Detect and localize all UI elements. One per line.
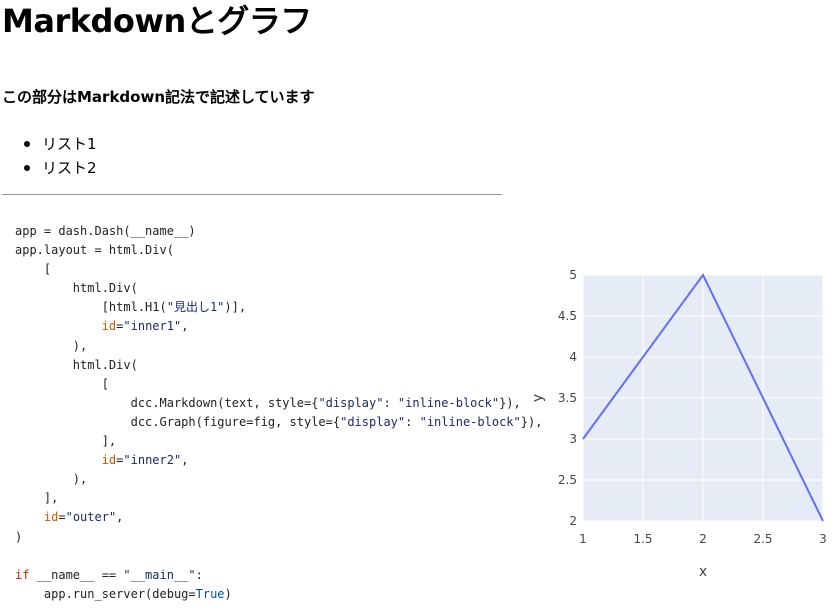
code-token: ): [224, 586, 232, 601]
code-token: id: [101, 319, 117, 334]
x-tick-label: 2.5: [753, 532, 772, 546]
series-line: [582, 273, 824, 522]
code-token: if: [15, 567, 30, 582]
page-title: Markdownとグラフ: [2, 2, 312, 40]
code-line: app.run_server(debug=True): [15, 585, 542, 604]
code-token: id: [43, 510, 59, 525]
code-line: app.layout = html.Div(: [15, 241, 542, 260]
y-tick-label: 3.5: [558, 391, 577, 405]
list-item: リスト2: [2, 156, 97, 180]
code-line: ),: [15, 337, 542, 356]
code-token: :: [383, 395, 398, 410]
code-token: "inline-block": [419, 414, 521, 429]
code-token: ,: [181, 319, 189, 334]
code-line: html.Div(: [15, 356, 542, 375]
code-token: :: [195, 567, 203, 582]
x-tick-label: 1.5: [633, 532, 652, 546]
markdown-heading: この部分はMarkdown記法で記述しています: [2, 88, 315, 106]
code-token: "display": [340, 414, 406, 429]
y-tick-label: 2: [569, 514, 577, 528]
list-item: リスト1: [2, 132, 97, 156]
code-token: dcc.Graph(figure=fig, style={: [15, 414, 341, 429]
code-line: ],: [15, 432, 542, 451]
code-token: [: [15, 376, 109, 391]
code-token: [15, 510, 44, 524]
code-token: ],: [15, 491, 59, 506]
x-tick-label: 2: [699, 532, 707, 546]
code-line: ],: [15, 489, 542, 508]
code-line: ),: [15, 470, 542, 489]
code-token: app = dash.Dash(__name__): [15, 224, 196, 238]
code-line: id="inner2",: [15, 451, 542, 470]
code-token: __name__ ==: [29, 567, 124, 582]
code-token: True: [195, 586, 225, 601]
code-line: [html.H1("見出し1")],: [15, 298, 542, 317]
code-line: app = dash.Dash(__name__): [15, 222, 542, 241]
y-tick-label: 4.5: [558, 309, 577, 323]
code-token: [15, 453, 102, 467]
y-tick-label: 4: [569, 350, 577, 364]
code-token: [html.H1(: [15, 300, 167, 315]
x-tick-label: 1: [579, 532, 587, 546]
code-token: =: [58, 510, 66, 525]
code-line: [: [15, 375, 542, 394]
code-token: ),: [15, 338, 88, 353]
code-token: )],: [224, 300, 247, 315]
markdown-block: この部分はMarkdown記法で記述しています リスト1 リスト2: [2, 86, 502, 177]
code-block: app = dash.Dash(__name__) app.layout = ht…: [15, 222, 542, 604]
code-line: html.Div(: [15, 279, 542, 298]
code-token: "outer": [65, 510, 117, 525]
code-token: }),: [520, 414, 543, 429]
code-line: dcc.Markdown(text, style={"display": "in…: [15, 394, 542, 413]
code-line: id="inner1",: [15, 317, 542, 336]
code-token: "見出し1": [166, 300, 225, 315]
code-line: id="outer",: [15, 508, 542, 527]
code-token: ,: [181, 453, 189, 468]
code-line: if __name__ == "__main__":: [15, 566, 542, 585]
code-token: "inner1": [123, 319, 182, 334]
code-line: dcc.Graph(figure=fig, style={"display": …: [15, 413, 543, 432]
y-tick-label: 5: [569, 268, 577, 282]
code-token: html.Div(: [15, 357, 138, 372]
code-token: ),: [15, 472, 88, 487]
markdown-list: リスト1 リスト2: [2, 132, 97, 180]
code-token: ): [15, 529, 23, 544]
code-token: id: [101, 453, 117, 468]
code-line: [: [15, 260, 542, 279]
code-token: ,: [116, 510, 124, 525]
code-token: app.run_server(debug=: [15, 586, 196, 601]
graph[interactable]: 1 1.5 2 2.5 3 2 2.5 3 3.5 4 4.5 5 x y: [520, 250, 835, 590]
code-token: "display": [318, 395, 384, 410]
code-token: :: [405, 414, 420, 429]
code-token: app.layout = html.Div(: [15, 243, 174, 258]
code-token: "__main__": [123, 567, 196, 582]
divider: [2, 194, 502, 195]
code-line: [15, 547, 542, 566]
code-token: =: [116, 453, 124, 468]
x-axis-label: x: [699, 564, 707, 580]
x-tick-label: 3: [819, 532, 827, 546]
code-token: [: [15, 262, 52, 277]
code-token: =: [116, 319, 124, 334]
y-axis-label: y: [530, 394, 546, 402]
y-tick-label: 2.5: [558, 473, 577, 487]
code-token: "inline-block": [397, 395, 500, 410]
chart-svg: 1 1.5 2 2.5 3 2 2.5 3 3.5 4 4.5 5 x y: [530, 268, 827, 580]
code-token: "inner2": [123, 453, 182, 468]
code-token: ],: [15, 434, 117, 449]
code-token: [15, 319, 102, 333]
code-token: html.Div(: [15, 281, 138, 296]
y-tick-label: 3: [569, 432, 577, 446]
code-line: ): [15, 528, 542, 547]
code-token: }),: [499, 395, 521, 410]
code-token: dcc.Markdown(text, style={: [15, 395, 319, 410]
